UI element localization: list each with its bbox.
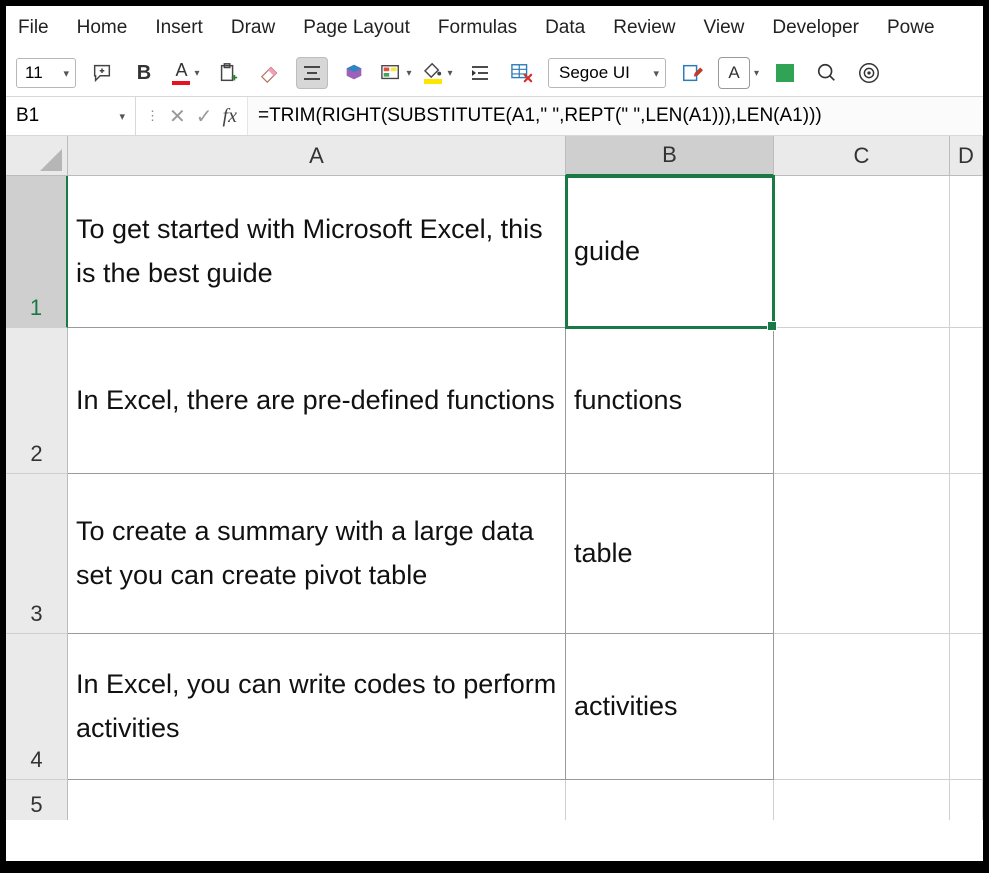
font-size-selector[interactable]: 11 ▾	[16, 58, 76, 88]
menu-power[interactable]: Powe	[887, 17, 935, 39]
menu-bar: File Home Insert Draw Page Layout Formul…	[6, 6, 983, 50]
align-center-button[interactable]	[296, 57, 328, 89]
formula-bar: B1 ▾ ⋮ ✕ ✓ fx	[6, 96, 983, 136]
column-header-A[interactable]: A	[68, 136, 566, 176]
chevron-down-icon: ▾	[194, 68, 199, 79]
cell-C2[interactable]	[774, 328, 950, 474]
row-header-3[interactable]: 3	[6, 474, 68, 634]
row-header-4[interactable]: 4	[6, 634, 68, 780]
cell-D5[interactable]	[950, 780, 983, 820]
cell-C3[interactable]	[774, 474, 950, 634]
edit-button[interactable]	[676, 57, 708, 89]
select-all-corner[interactable]	[6, 136, 68, 176]
fill-color-button[interactable]: ▾	[422, 57, 454, 89]
menu-file[interactable]: File	[18, 17, 49, 39]
chevron-down-icon: ▾	[63, 67, 69, 80]
cell-D2[interactable]	[950, 328, 983, 474]
menu-draw[interactable]: Draw	[231, 17, 275, 39]
menu-data[interactable]: Data	[545, 17, 585, 39]
column-header-C[interactable]: C	[774, 136, 950, 176]
delete-table-button[interactable]	[506, 57, 538, 89]
cell-D3[interactable]	[950, 474, 983, 634]
menu-insert[interactable]: Insert	[155, 17, 203, 39]
ribbon-toolbar: 11 ▾ B A ▾ ▾	[6, 50, 983, 96]
name-box-value: B1	[16, 105, 39, 127]
column-header-B[interactable]: B	[566, 136, 774, 176]
menu-view[interactable]: View	[704, 17, 745, 39]
font-name-selector[interactable]: Segoe UI ▾	[548, 58, 666, 88]
cell-B2[interactable]: functions	[566, 328, 774, 474]
chevron-down-icon: ▾	[653, 67, 659, 80]
conditional-formatting-button[interactable]: ▾	[380, 57, 412, 89]
menu-developer[interactable]: Developer	[772, 17, 859, 39]
font-size-value: 11	[25, 63, 43, 83]
fx-icon[interactable]: fx	[223, 105, 237, 128]
clear-formatting-button[interactable]	[254, 57, 286, 89]
chevron-down-icon[interactable]: ▾	[754, 68, 759, 79]
chevron-down-icon: ▾	[447, 68, 452, 79]
paste-button[interactable]	[212, 57, 244, 89]
cell-A2[interactable]: In Excel, there are pre-defined function…	[68, 328, 566, 474]
fill-green-button[interactable]	[769, 57, 801, 89]
cell-A5[interactable]	[68, 780, 566, 820]
chevron-down-icon: ▾	[406, 68, 411, 79]
cell-C5[interactable]	[774, 780, 950, 820]
row-header-1[interactable]: 1	[6, 176, 68, 328]
font-name-value: Segoe UI	[559, 63, 630, 83]
column-header-D[interactable]: D	[950, 136, 983, 176]
menu-home[interactable]: Home	[77, 17, 128, 39]
menu-formulas[interactable]: Formulas	[438, 17, 517, 39]
cell-B1[interactable]: guide	[566, 176, 774, 328]
zoom-button[interactable]	[811, 57, 843, 89]
cell-D4[interactable]	[950, 634, 983, 780]
cell-B5[interactable]	[566, 780, 774, 820]
confirm-icon[interactable]: ✓	[196, 104, 213, 129]
font-box-button[interactable]: A	[718, 57, 750, 89]
menu-review[interactable]: Review	[613, 17, 675, 39]
name-box[interactable]: B1 ▾	[6, 97, 136, 135]
bold-button[interactable]: B	[128, 57, 160, 89]
3d-model-button[interactable]	[338, 57, 370, 89]
cell-A1[interactable]: To get started with Microsoft Excel, thi…	[68, 176, 566, 328]
cell-A4[interactable]: In Excel, you can write codes to perform…	[68, 634, 566, 780]
indent-button[interactable]	[464, 57, 496, 89]
cell-B4[interactable]: activities	[566, 634, 774, 780]
menu-page-layout[interactable]: Page Layout	[303, 17, 410, 39]
row-header-2[interactable]: 2	[6, 328, 68, 474]
cell-C1[interactable]	[774, 176, 950, 328]
row-header-5[interactable]: 5	[6, 780, 68, 820]
target-button[interactable]	[853, 57, 885, 89]
chevron-down-icon: ▾	[119, 110, 125, 123]
cell-C4[interactable]	[774, 634, 950, 780]
cell-B3[interactable]: table	[566, 474, 774, 634]
cell-D1[interactable]	[950, 176, 983, 328]
comment-button[interactable]	[86, 57, 118, 89]
cell-A3[interactable]: To create a summary with a large data se…	[68, 474, 566, 634]
spreadsheet-grid: A B C D 1 To get started with Microsoft …	[6, 136, 983, 861]
cancel-icon[interactable]: ✕	[169, 104, 186, 129]
formula-input[interactable]	[247, 97, 983, 135]
font-color-button[interactable]: A ▾	[170, 57, 202, 89]
